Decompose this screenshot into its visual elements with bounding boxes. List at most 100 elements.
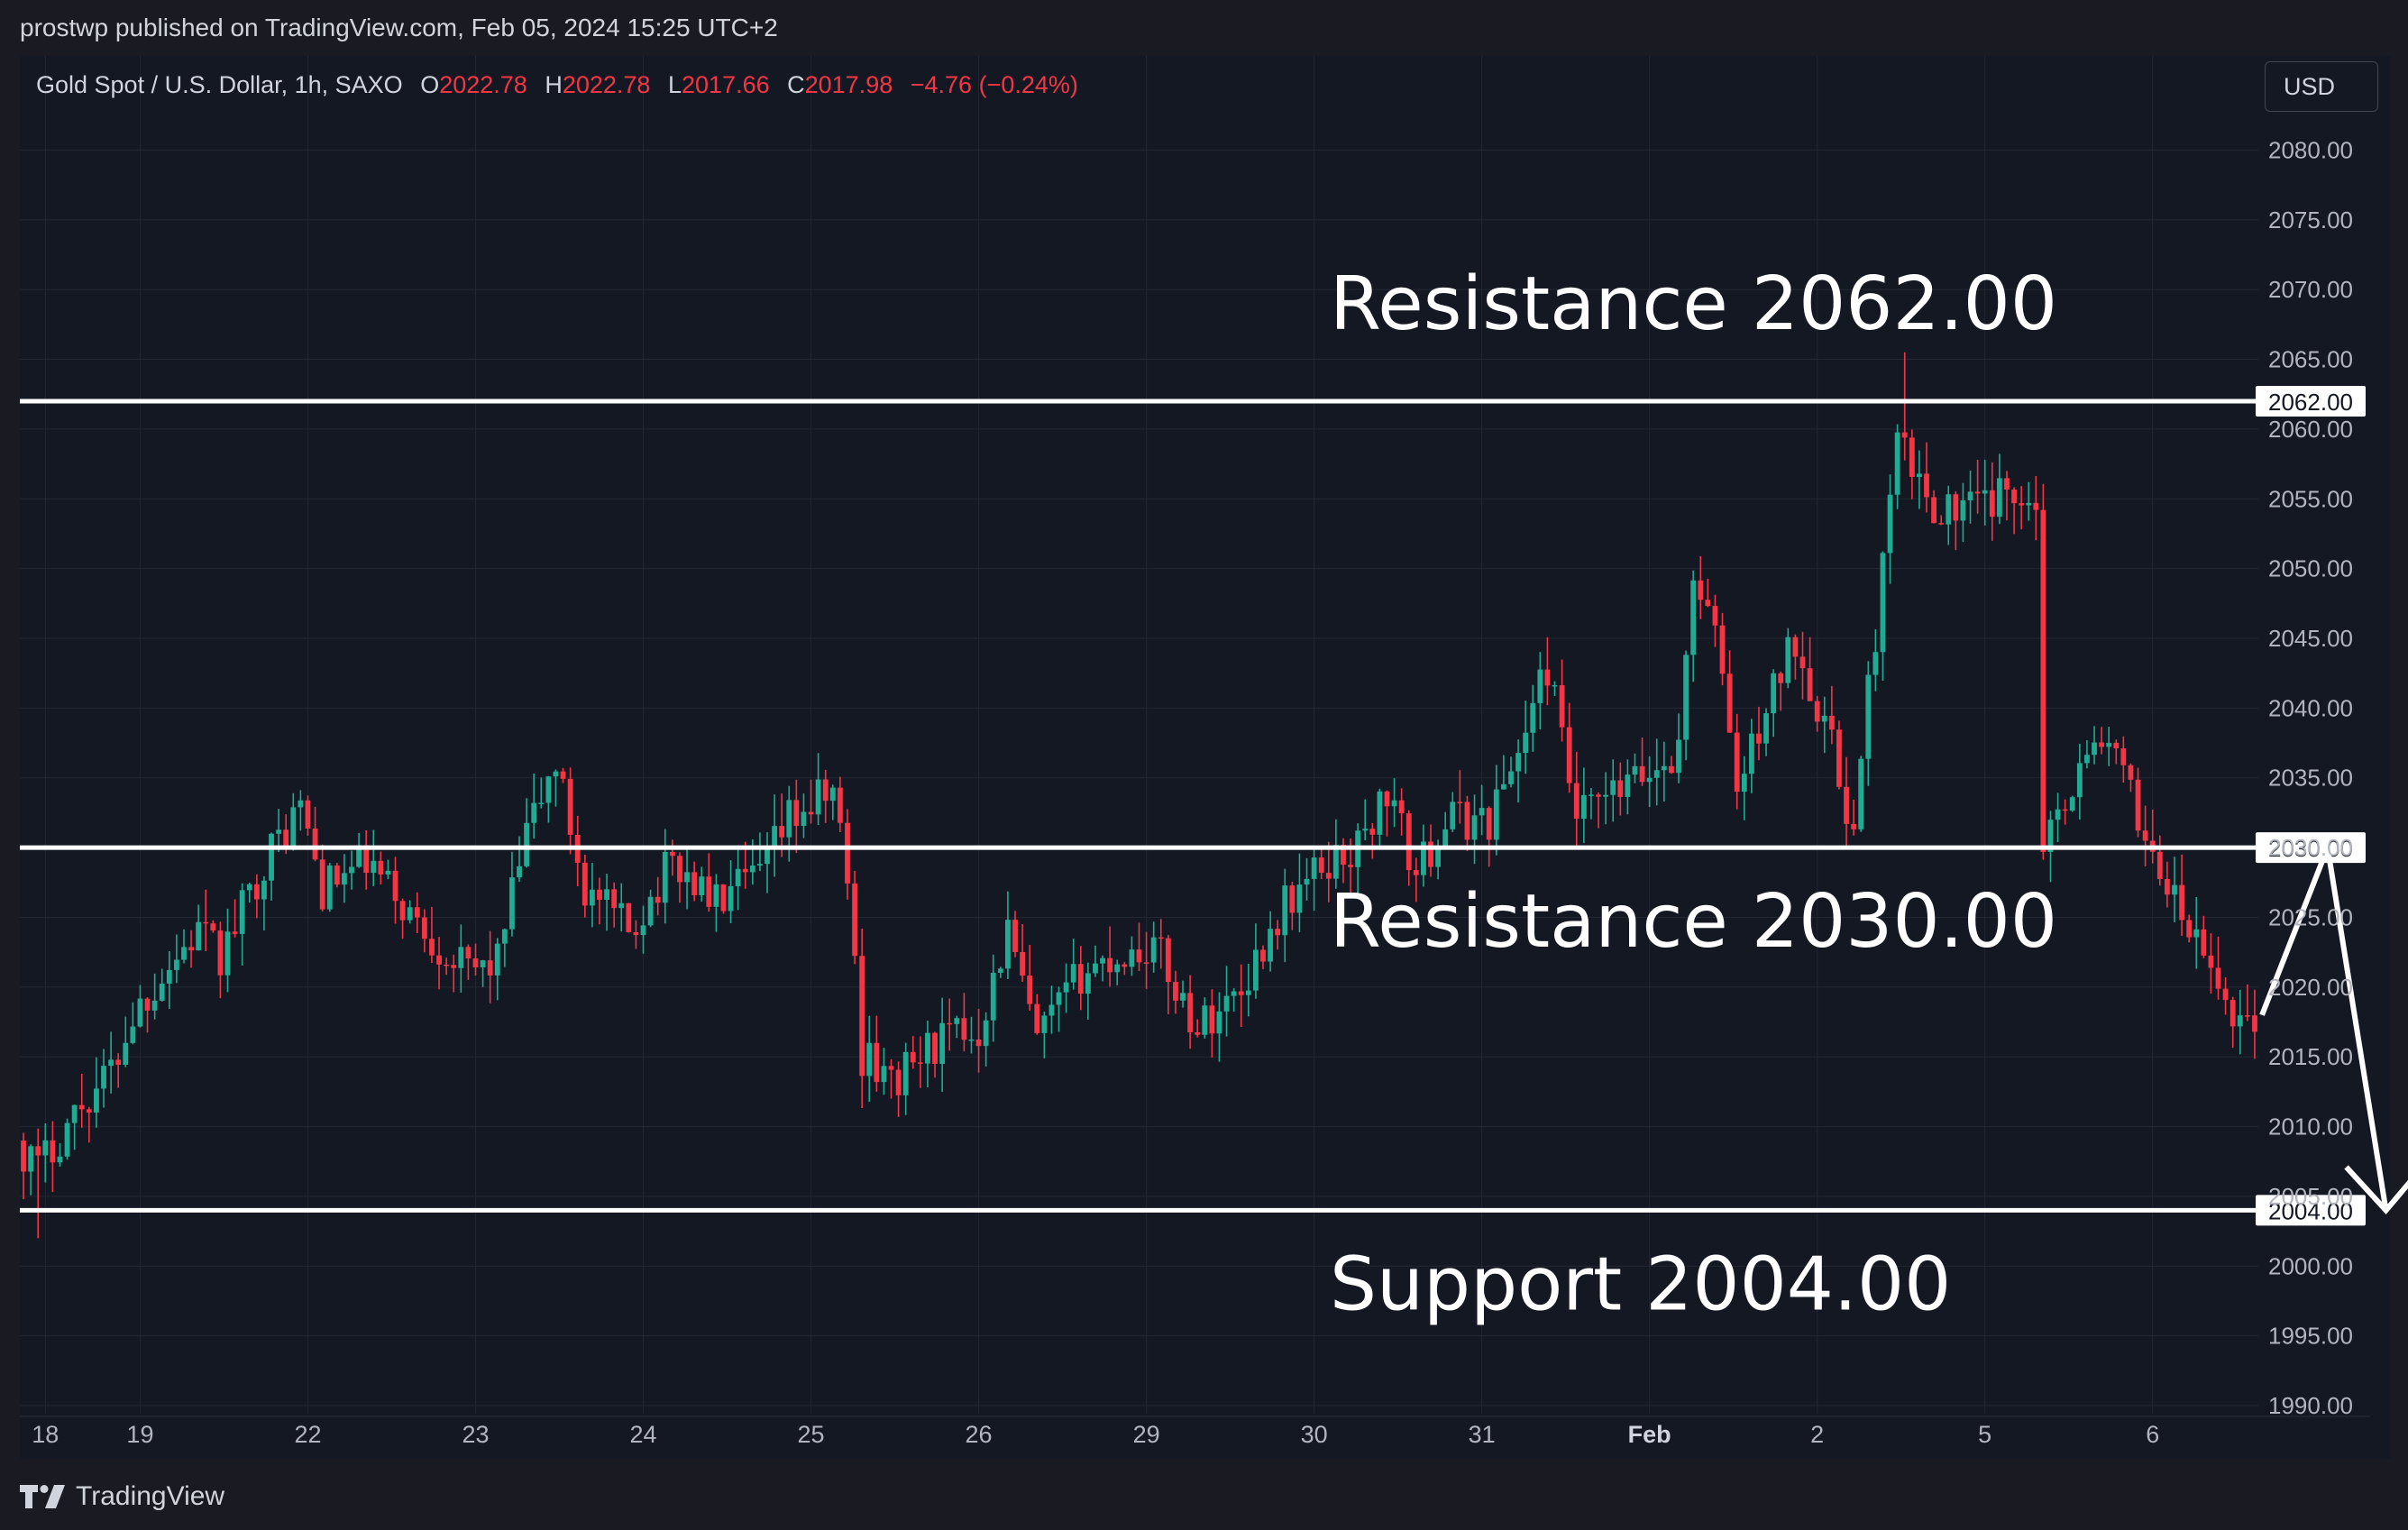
x-tick-label: Feb <box>1628 1421 1671 1448</box>
candle-body <box>829 787 836 802</box>
candle-body <box>720 884 727 912</box>
candle-body <box>1880 553 1886 653</box>
candle-body <box>1799 656 1806 669</box>
candle-body <box>385 870 391 875</box>
candle-body <box>815 779 821 815</box>
candle-body <box>662 851 668 903</box>
candle-body <box>1223 995 1230 1012</box>
close-label: C <box>787 71 805 98</box>
candle-body <box>1464 802 1470 840</box>
candle-body <box>312 828 318 860</box>
x-tick-label: 25 <box>798 1421 825 1448</box>
candle-body <box>888 1066 894 1070</box>
candle-body <box>1369 829 1376 835</box>
candle-body <box>597 889 602 901</box>
currency-button[interactable]: USD <box>2265 61 2378 112</box>
candle-body <box>1085 973 1091 994</box>
candle-body <box>1916 473 1922 478</box>
y-tick-label: 2075.00 <box>2268 206 2353 234</box>
candle-body <box>1865 674 1872 759</box>
candle-body <box>1486 808 1492 840</box>
candle-body <box>1836 729 1842 787</box>
candle-body <box>326 865 333 910</box>
candle-body <box>538 802 545 804</box>
candle-body <box>334 865 340 885</box>
candle-body <box>246 884 252 891</box>
candle-body <box>706 876 712 907</box>
candle-body <box>371 860 377 874</box>
low-label: L <box>667 71 682 98</box>
candle-body <box>1457 802 1463 803</box>
candle-body <box>1508 771 1514 784</box>
candle-body <box>975 1039 982 1047</box>
candle-body <box>1216 1011 1222 1034</box>
candle-body <box>2208 955 2214 968</box>
candle-body <box>298 800 304 808</box>
candle-body <box>50 1140 56 1163</box>
candle-body <box>2084 755 2090 764</box>
tradingview-brand[interactable]: TradingView <box>20 1479 224 1515</box>
candle-body <box>1924 473 1929 498</box>
candle-body <box>2229 1000 2236 1027</box>
ohlc-legend: Gold Spot / U.S. Dollar, 1h, SAXO O2022.… <box>36 67 1078 103</box>
candle-body <box>2142 830 2148 841</box>
candle-body <box>1632 765 1638 775</box>
candle-body <box>472 958 479 967</box>
candle-body <box>1858 758 1864 829</box>
y-tick-label: 2010.00 <box>2268 1113 2353 1141</box>
candle-body <box>1056 992 1062 1005</box>
candle-body <box>2062 809 2068 811</box>
candle-body <box>1048 1004 1055 1016</box>
candle-body <box>1719 625 1726 674</box>
candle-body <box>414 907 420 918</box>
candle-body <box>852 883 857 957</box>
candle-body <box>319 859 325 910</box>
open-value: 2022.78 <box>439 71 527 98</box>
candle-body <box>699 876 705 895</box>
candle-body <box>94 1088 99 1113</box>
candle-body <box>1515 753 1521 772</box>
candle-body <box>1405 813 1412 871</box>
candle-body <box>1559 685 1565 728</box>
candle-body <box>217 930 224 976</box>
candle-body <box>604 889 609 901</box>
candle-body <box>545 776 552 803</box>
candle-body <box>1960 499 1966 521</box>
candle-body <box>859 956 865 1076</box>
candle-body <box>253 884 260 900</box>
candle-body <box>1931 497 1936 524</box>
candle-body <box>276 829 282 834</box>
candle-body <box>1771 673 1777 714</box>
candle-body <box>1348 865 1353 867</box>
candle-body <box>421 917 427 939</box>
candle-body <box>35 1146 41 1156</box>
candle-body <box>1661 765 1667 771</box>
candle-body <box>1428 841 1433 867</box>
candle-body <box>465 947 472 959</box>
candle-body <box>2120 747 2127 765</box>
candle-body <box>1063 982 1069 993</box>
candle-body <box>968 1039 975 1041</box>
candle-body <box>2201 929 2207 956</box>
candle-body <box>1953 494 1959 521</box>
candle-body <box>115 1059 122 1066</box>
candle-body <box>742 868 748 873</box>
candle-body <box>188 947 194 951</box>
high-value: 2022.78 <box>562 71 651 98</box>
y-tick-label: 1995.00 <box>2268 1323 2353 1350</box>
candle-body <box>531 802 537 823</box>
candle-body <box>269 833 274 881</box>
candle-body <box>1603 794 1609 797</box>
candle-body <box>765 846 770 865</box>
candle-body <box>1442 829 1449 846</box>
candle-body <box>1114 964 1121 973</box>
candle-body <box>1304 878 1310 885</box>
candle-body <box>655 896 661 903</box>
candle-body <box>487 960 493 976</box>
symbol-name[interactable]: Gold Spot / U.S. Dollar, 1h, SAXO <box>36 71 403 98</box>
candle-body <box>2033 502 2039 510</box>
candle-body <box>1093 963 1098 974</box>
level-annotation: Support 2004.00 <box>1330 1241 1951 1327</box>
candle-body <box>1807 668 1813 701</box>
